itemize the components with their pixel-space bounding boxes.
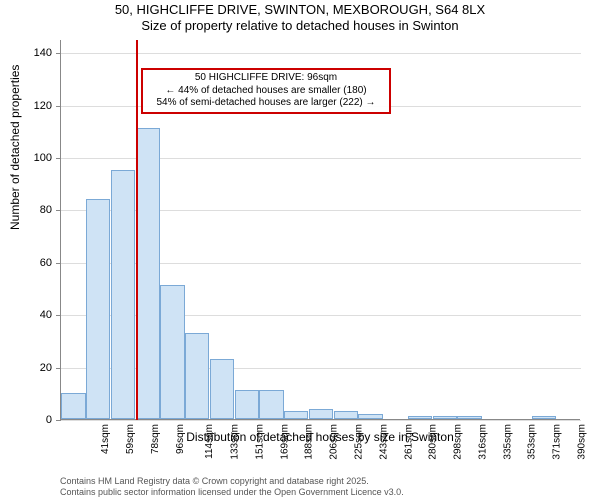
histogram-bar	[284, 411, 308, 419]
footer-line-1: Contains HM Land Registry data © Crown c…	[60, 476, 404, 487]
y-tick-mark	[56, 53, 61, 54]
y-tick-label: 0	[22, 414, 52, 426]
annotation-line: 54% of semi-detached houses are larger (…	[147, 97, 385, 110]
title-line-1: 50, HIGHCLIFFE DRIVE, SWINTON, MEXBOROUG…	[0, 2, 600, 18]
histogram-bar	[111, 170, 135, 419]
y-tick-label: 40	[22, 309, 52, 321]
y-tick-mark	[56, 420, 61, 421]
x-axis-label: Distribution of detached houses by size …	[60, 430, 580, 444]
footer-line-2: Contains public sector information licen…	[60, 487, 404, 498]
y-tick-label: 140	[22, 47, 52, 59]
y-tick-mark	[56, 106, 61, 107]
y-tick-label: 120	[22, 100, 52, 112]
annotation-box: 50 HIGHCLIFFE DRIVE: 96sqm← 44% of detac…	[141, 68, 391, 114]
plot-area: 02040608010012014041sqm59sqm78sqm96sqm11…	[60, 40, 580, 420]
chart-footer: Contains HM Land Registry data © Crown c…	[60, 476, 404, 498]
histogram-bar	[358, 414, 382, 419]
y-tick-label: 80	[22, 204, 52, 216]
histogram-bar	[532, 416, 556, 419]
y-tick-label: 20	[22, 362, 52, 374]
histogram-bar	[309, 409, 333, 419]
histogram-chart: 50, HIGHCLIFFE DRIVE, SWINTON, MEXBOROUG…	[0, 0, 600, 500]
histogram-bar	[235, 390, 259, 419]
histogram-bar	[61, 393, 85, 419]
histogram-bar	[457, 416, 481, 419]
histogram-bar	[334, 411, 358, 419]
grid-line	[56, 420, 581, 421]
y-tick-mark	[56, 368, 61, 369]
y-tick-label: 60	[22, 257, 52, 269]
histogram-bar	[136, 128, 160, 419]
chart-title: 50, HIGHCLIFFE DRIVE, SWINTON, MEXBOROUG…	[0, 2, 600, 35]
y-tick-mark	[56, 210, 61, 211]
y-tick-label: 100	[22, 152, 52, 164]
y-tick-mark	[56, 315, 61, 316]
annotation-line: 50 HIGHCLIFFE DRIVE: 96sqm	[147, 72, 385, 85]
histogram-bar	[86, 199, 110, 419]
y-axis-label: Number of detached properties	[8, 65, 22, 230]
histogram-bar	[160, 285, 184, 419]
y-tick-mark	[56, 158, 61, 159]
annotation-line: ← 44% of detached houses are smaller (18…	[147, 85, 385, 98]
histogram-bar	[185, 333, 209, 419]
histogram-bar	[259, 390, 283, 419]
plot: 02040608010012014041sqm59sqm78sqm96sqm11…	[60, 40, 580, 420]
histogram-bar	[433, 416, 457, 419]
title-line-2: Size of property relative to detached ho…	[0, 18, 600, 34]
reference-line	[136, 40, 138, 420]
histogram-bar	[210, 359, 234, 419]
histogram-bar	[408, 416, 432, 419]
y-tick-mark	[56, 263, 61, 264]
